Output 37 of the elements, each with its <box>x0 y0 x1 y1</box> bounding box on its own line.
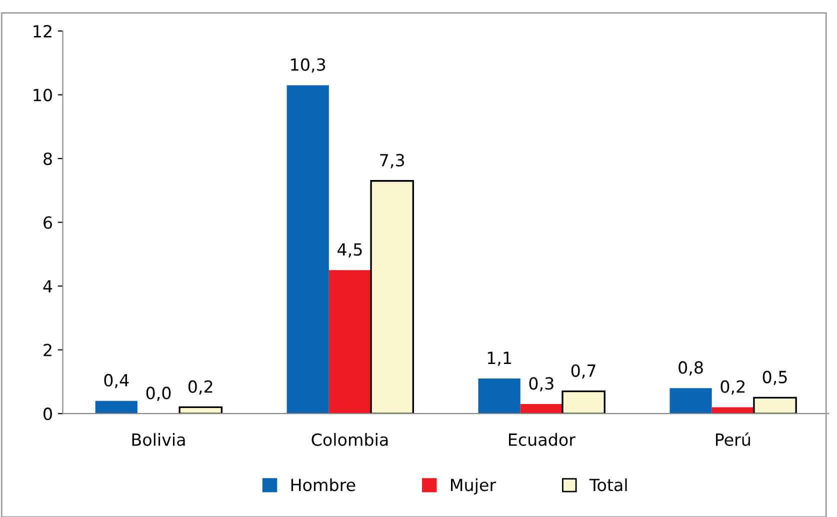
bar <box>286 85 329 414</box>
data-label: 0,4 <box>104 374 129 388</box>
data-label: 4,5 <box>338 243 362 258</box>
legend-label: Mujer <box>451 478 496 494</box>
y-tick-label: 10 <box>34 88 52 102</box>
bar <box>370 180 414 414</box>
y-tick-label: 2 <box>44 344 52 356</box>
legend-label: Total <box>589 478 627 492</box>
bar <box>328 270 372 414</box>
x-tick-label: Colombia <box>312 433 388 446</box>
bar <box>670 388 712 414</box>
data-label: 1,1 <box>488 352 512 366</box>
x-tick-label: Perú <box>716 432 750 446</box>
bar <box>178 406 223 414</box>
x-tick-label: Ecuador <box>509 433 576 446</box>
bar <box>712 407 754 414</box>
bar <box>753 396 797 414</box>
data-label: 0,3 <box>529 377 554 392</box>
bar <box>478 378 520 414</box>
y-tick-label: 6 <box>44 216 52 229</box>
x-tick-label: Bolivia <box>132 433 185 446</box>
data-label: 7,3 <box>380 154 404 168</box>
data-label: 0,2 <box>720 380 744 395</box>
data-label: 0,5 <box>762 370 787 386</box>
bar <box>562 390 606 414</box>
y-tick-label: 0 <box>44 408 52 420</box>
y-tick-label: 8 <box>44 152 52 166</box>
data-label: 0,8 <box>678 361 703 376</box>
data-label: 0,2 <box>188 380 212 395</box>
data-label: 10,3 <box>291 58 326 73</box>
bar <box>520 404 562 414</box>
legend-label: Hombre <box>291 478 356 492</box>
data-label: 0,7 <box>571 364 596 379</box>
bar <box>95 400 138 414</box>
y-tick-label: 4 <box>43 280 52 292</box>
data-label: 0,0 <box>146 386 171 401</box>
y-tick-label: 12 <box>34 24 52 38</box>
